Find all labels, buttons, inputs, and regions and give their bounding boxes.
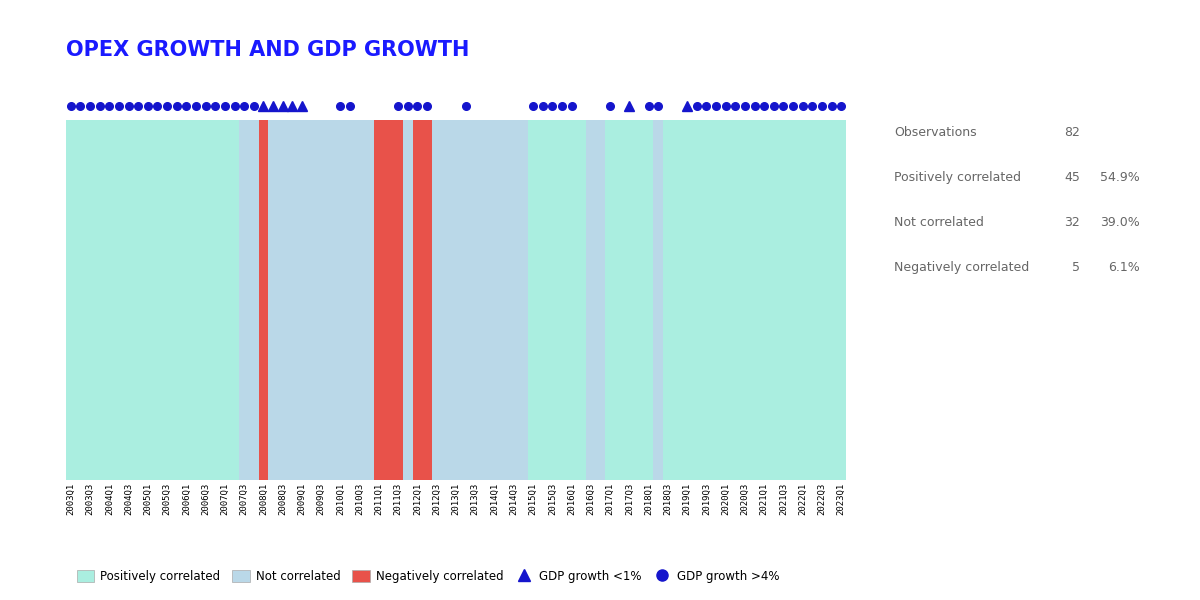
Bar <box>827 120 836 480</box>
Text: 45: 45 <box>1064 171 1080 184</box>
Bar <box>336 120 346 480</box>
Bar <box>394 120 403 480</box>
Bar <box>422 120 432 480</box>
Bar <box>403 120 413 480</box>
Bar <box>278 120 288 480</box>
Text: Observations: Observations <box>894 126 977 139</box>
Bar <box>248 120 258 480</box>
Bar <box>798 120 808 480</box>
Bar <box>191 120 200 480</box>
Legend: Positively correlated, Not correlated, Negatively correlated, GDP growth <1%, GD: Positively correlated, Not correlated, N… <box>72 566 784 588</box>
Bar <box>547 120 557 480</box>
Bar <box>269 120 278 480</box>
Text: OPEX GROWTH AND GDP GROWTH: OPEX GROWTH AND GDP GROWTH <box>66 40 469 60</box>
Text: 39.0%: 39.0% <box>1100 216 1140 229</box>
Bar <box>634 120 643 480</box>
Bar <box>769 120 779 480</box>
Bar <box>66 120 76 480</box>
Bar <box>557 120 566 480</box>
Bar <box>432 120 442 480</box>
Bar <box>499 120 509 480</box>
Bar <box>258 120 269 480</box>
Bar <box>326 120 336 480</box>
Bar <box>750 120 760 480</box>
Bar <box>683 120 692 480</box>
Bar <box>307 120 317 480</box>
Bar <box>576 120 586 480</box>
Bar <box>346 120 355 480</box>
Bar <box>181 120 191 480</box>
Bar <box>384 120 394 480</box>
Bar <box>595 120 605 480</box>
Bar <box>451 120 461 480</box>
Bar <box>702 120 712 480</box>
Bar <box>836 120 846 480</box>
Bar <box>152 120 162 480</box>
Bar <box>210 120 220 480</box>
Bar <box>664 120 673 480</box>
Text: 54.9%: 54.9% <box>1100 171 1140 184</box>
Bar <box>114 120 124 480</box>
Bar <box>614 120 624 480</box>
Text: 6.1%: 6.1% <box>1109 261 1140 274</box>
Bar <box>85 120 95 480</box>
Bar <box>566 120 576 480</box>
Bar <box>586 120 595 480</box>
Bar <box>518 120 528 480</box>
Bar <box>442 120 451 480</box>
Bar <box>220 120 229 480</box>
Bar <box>288 120 298 480</box>
Bar <box>528 120 538 480</box>
Bar <box>124 120 133 480</box>
Bar <box>605 120 614 480</box>
Bar <box>490 120 499 480</box>
Bar <box>172 120 181 480</box>
Bar <box>133 120 143 480</box>
Text: Not correlated: Not correlated <box>894 216 984 229</box>
Bar <box>470 120 480 480</box>
Bar <box>298 120 307 480</box>
Bar <box>239 120 248 480</box>
Bar <box>654 120 664 480</box>
Bar <box>760 120 769 480</box>
Bar <box>740 120 750 480</box>
Bar <box>721 120 731 480</box>
Bar <box>76 120 85 480</box>
Bar <box>538 120 547 480</box>
Bar <box>162 120 172 480</box>
Bar <box>374 120 384 480</box>
Bar <box>104 120 114 480</box>
Bar <box>200 120 210 480</box>
Bar <box>692 120 702 480</box>
Bar <box>624 120 634 480</box>
Bar <box>143 120 152 480</box>
Bar <box>317 120 326 480</box>
Bar <box>413 120 422 480</box>
Bar <box>461 120 470 480</box>
Bar <box>788 120 798 480</box>
Bar <box>229 120 239 480</box>
Text: Negatively correlated: Negatively correlated <box>894 261 1030 274</box>
Bar <box>808 120 817 480</box>
Bar <box>712 120 721 480</box>
Bar <box>480 120 490 480</box>
Text: 5: 5 <box>1072 261 1080 274</box>
Bar <box>95 120 104 480</box>
Bar <box>673 120 683 480</box>
Text: 32: 32 <box>1064 216 1080 229</box>
Text: 82: 82 <box>1064 126 1080 139</box>
Bar <box>779 120 788 480</box>
Text: Positively correlated: Positively correlated <box>894 171 1021 184</box>
Bar <box>509 120 518 480</box>
Bar <box>643 120 654 480</box>
Bar <box>817 120 827 480</box>
Bar <box>365 120 374 480</box>
Bar <box>355 120 365 480</box>
Bar <box>731 120 740 480</box>
